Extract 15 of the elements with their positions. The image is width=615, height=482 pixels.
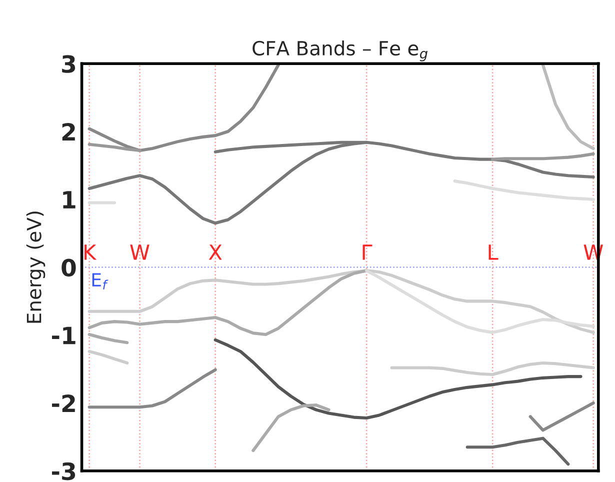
x-tick-label: L — [488, 244, 498, 260]
y-tick-label: 1 — [63, 191, 76, 208]
y-axis-title: Energy (eV) — [26, 212, 46, 323]
chart-title: CFA Bands – Fe e$_{g}$ — [252, 40, 428, 62]
x-tick-label: W — [130, 244, 150, 260]
y-tick-label: -2 — [52, 394, 75, 412]
x-tick-label: Γ — [362, 244, 372, 260]
x-tick-label: K — [84, 244, 97, 260]
y-tick-label: 3 — [62, 55, 76, 73]
ref-line-label: E$_{f}$ — [92, 273, 108, 290]
y-tick-label: -3 — [52, 462, 76, 480]
y-tick-label: -1 — [52, 326, 76, 344]
y-tick-label: 2 — [62, 122, 75, 140]
y-tick-label: 0 — [62, 258, 76, 277]
x-tick-label: X — [208, 244, 222, 260]
